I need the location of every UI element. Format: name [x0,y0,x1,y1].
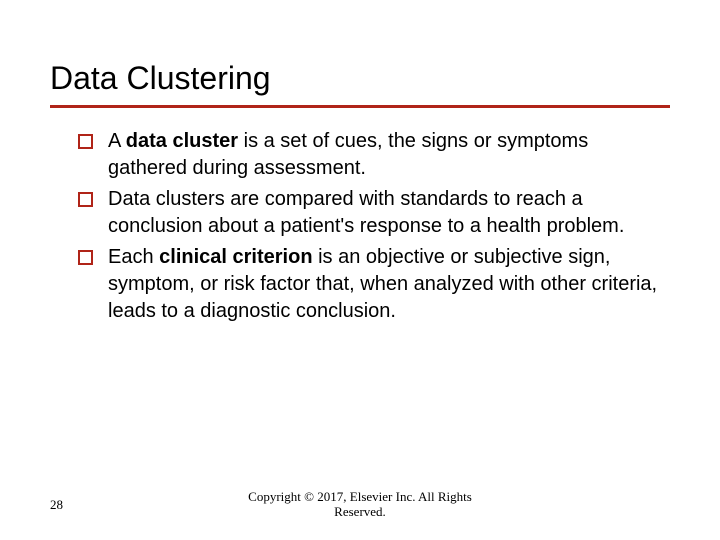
copyright-text: Copyright © 2017, Elsevier Inc. All Righ… [248,490,472,520]
bullet-text-bold: clinical criterion [159,246,312,268]
copyright-line-1: Copyright © 2017, Elsevier Inc. All Righ… [248,489,472,504]
bullet-text-prefix: Each [108,246,159,268]
bullet-text-prefix: A [108,130,126,152]
copyright-line-2: Reserved. [334,504,386,519]
bullet-text-bold: data cluster [126,130,238,152]
title-underline [50,105,670,108]
page-number: 28 [50,497,63,513]
list-item: Data clusters are compared with standard… [78,186,670,240]
list-item: Each clinical criterion is an objective … [78,244,670,325]
bullet-list: A data cluster is a set of cues, the sig… [50,128,670,325]
slide-title: Data Clustering [50,60,670,97]
slide-footer: 28 Copyright © 2017, Elsevier Inc. All R… [0,490,720,520]
list-item: A data cluster is a set of cues, the sig… [78,128,670,182]
bullet-text-suffix: Data clusters are compared with standard… [108,188,624,237]
